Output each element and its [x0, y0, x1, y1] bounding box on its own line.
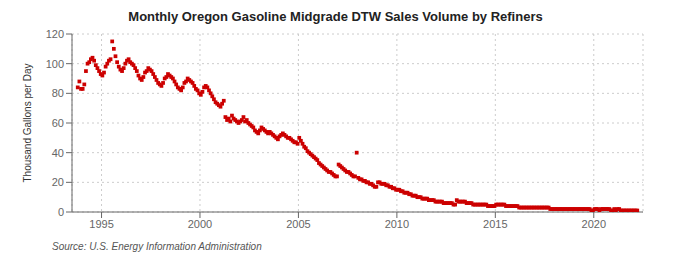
svg-text:2020: 2020 — [582, 218, 606, 230]
svg-text:2010: 2010 — [385, 218, 409, 230]
svg-text:2005: 2005 — [286, 218, 310, 230]
svg-text:20: 20 — [52, 176, 64, 188]
svg-text:40: 40 — [52, 147, 64, 159]
svg-text:60: 60 — [52, 117, 64, 129]
svg-text:80: 80 — [52, 87, 64, 99]
svg-text:2000: 2000 — [188, 218, 212, 230]
html-text:Source: U.S. Energy Informatio: Source: U.S. Energy Information Administ… — [52, 241, 262, 252]
svg-text:0: 0 — [58, 206, 64, 218]
svg-text:100: 100 — [46, 58, 64, 70]
svg-text:120: 120 — [46, 28, 64, 40]
svg-text:1995: 1995 — [89, 218, 113, 230]
svg-text:Thousand Gallons per Day: Thousand Gallons per Day — [22, 64, 33, 183]
svg-text:2015: 2015 — [483, 218, 507, 230]
html-text:Monthly Oregon Gasoline Midgra: Monthly Oregon Gasoline Midgrade DTW Sal… — [128, 9, 543, 24]
